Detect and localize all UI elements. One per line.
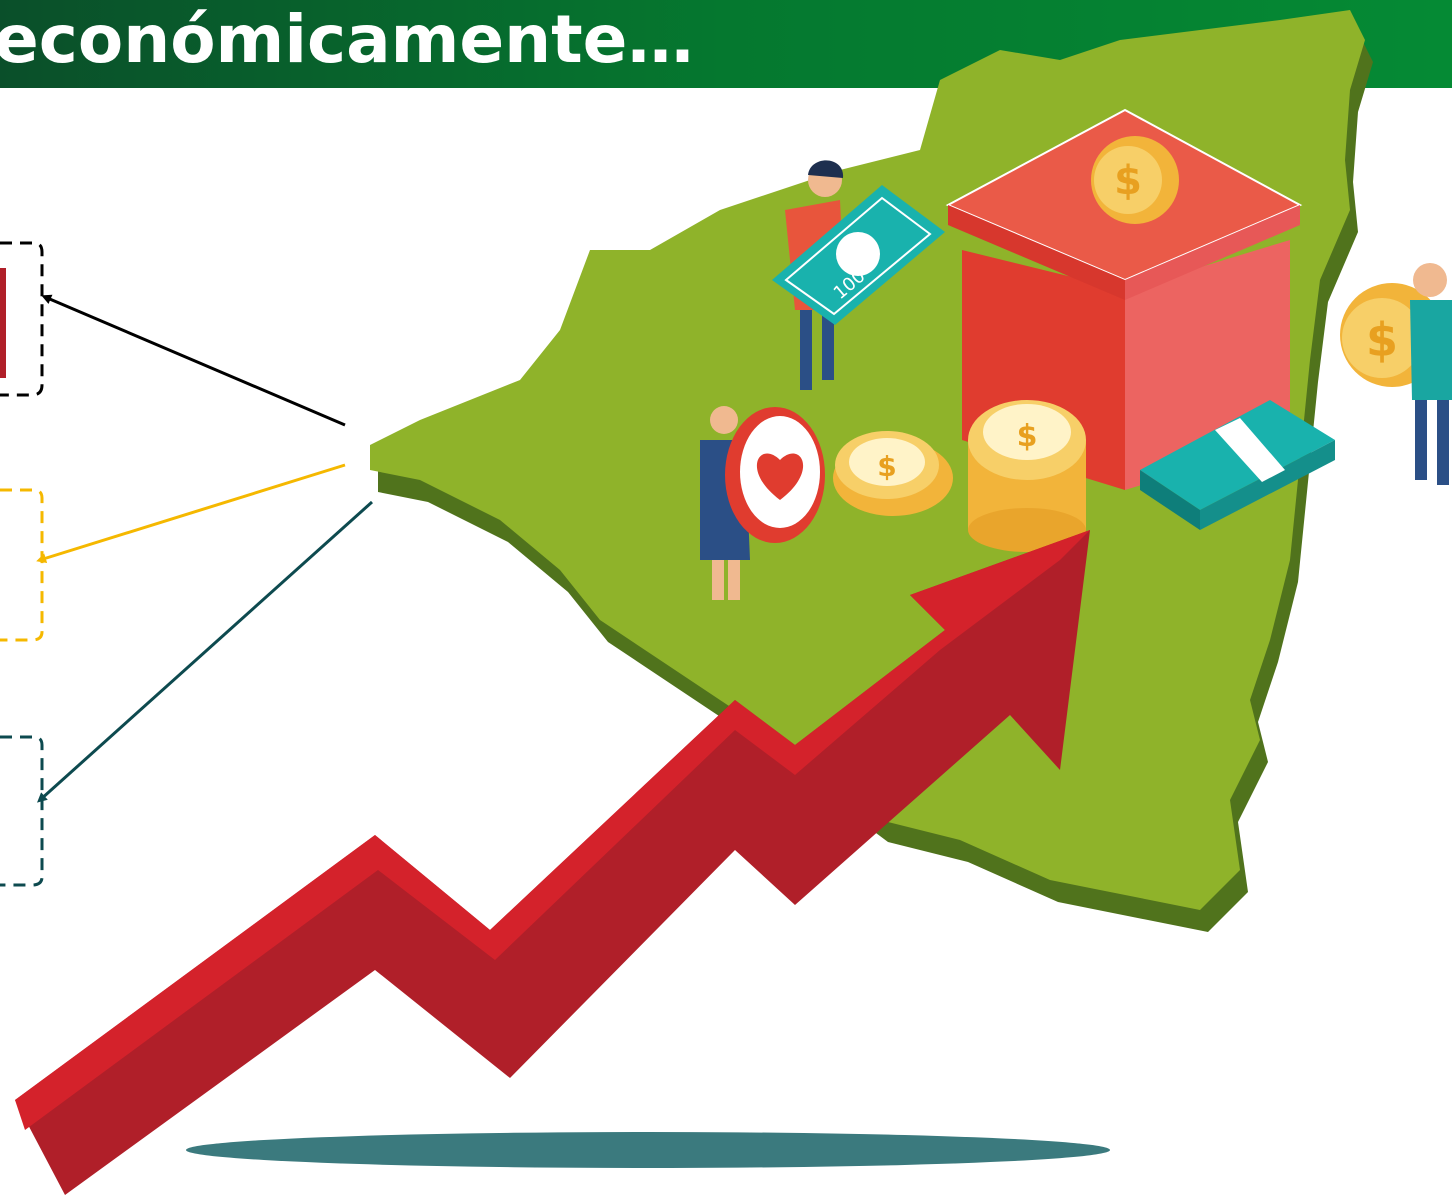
- svg-text:$: $: [877, 450, 896, 483]
- svg-text:$: $: [1366, 313, 1398, 367]
- pointer-arrow: [36, 463, 346, 563]
- edge-accent: [0, 268, 6, 378]
- shadow: [186, 1132, 1110, 1168]
- brackets: [0, 241, 44, 887]
- person-right: [1410, 263, 1452, 485]
- header-title: económicamente…: [0, 1, 693, 78]
- pointer-arrow: [41, 294, 346, 427]
- svg-text:$: $: [1017, 419, 1038, 454]
- svg-text:$: $: [1114, 158, 1142, 204]
- person-bill: 100: [772, 160, 945, 390]
- growth-arrow: [15, 530, 1090, 1195]
- coins: $ $ $: [833, 283, 1444, 552]
- cash-stack: [1140, 400, 1335, 530]
- person-heart: [700, 406, 825, 600]
- pointer-arrow: [37, 500, 374, 803]
